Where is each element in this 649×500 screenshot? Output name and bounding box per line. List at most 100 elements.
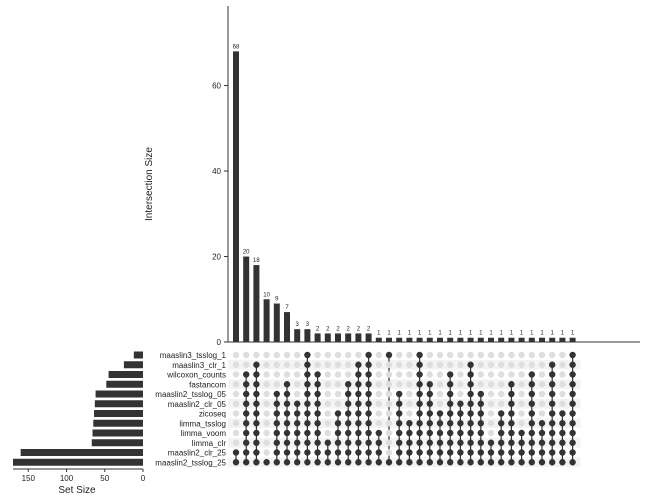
matrix-dot-filled [365,459,372,466]
matrix-dot-filled [436,429,444,437]
matrix-dot-filled [283,429,291,437]
intersection-bar-label: 1 [530,331,534,337]
intersection-bar-label: 1 [520,331,524,337]
matrix-dot-filled [365,351,372,359]
matrix-dot-filled [416,400,423,407]
matrix-dot-filled [426,439,433,446]
y-tick-label: 0 [217,338,222,347]
matrix-dot-filled [426,420,433,427]
intersection-bar [324,333,331,342]
matrix-dot-empty [334,381,342,388]
matrix-dot-filled [559,439,566,446]
matrix-dot-filled [355,400,362,407]
matrix-dot-empty [232,351,240,359]
matrix-dot-empty [538,381,546,388]
matrix-dot-filled [283,439,291,446]
matrix-dot-empty [263,361,270,368]
matrix-dot-empty [263,429,270,437]
matrix-dot-filled [436,439,444,446]
set-size-bar [108,371,143,378]
matrix-dot-filled [559,429,566,437]
intersection-bar-label: 1 [479,331,483,337]
matrix-dot-filled [559,420,566,427]
set-label: maaslin2_tsslog_25 [155,458,226,467]
intersection-bar-label: 1 [571,331,575,337]
set-size-bar [92,429,143,437]
matrix-dot-empty [334,390,342,398]
matrix-dot-filled [273,410,280,417]
intersection-bar-label: 1 [469,331,473,337]
intersection-bar [406,337,413,342]
intersection-bar-label: 3 [306,322,310,328]
matrix-dot-filled [283,410,291,417]
intersection-bar [243,256,250,342]
matrix-dot-empty [447,361,454,368]
matrix-dot-empty [426,351,433,359]
matrix-dot-empty [263,400,270,407]
matrix-dot-empty [487,381,495,388]
matrix-dot-empty [375,371,382,378]
matrix-dot-filled [518,439,525,446]
matrix-dot-filled [253,390,260,398]
matrix-dot-filled [314,410,321,417]
matrix-dot-filled [365,361,372,368]
intersection-bar [284,312,290,342]
intersection-bar-label: 2 [357,326,361,332]
matrix-dot-empty [498,371,505,378]
matrix-dot-filled [447,420,454,427]
matrix-dot-filled [457,410,464,417]
matrix-dot-filled [365,410,372,417]
matrix-dot-empty [385,400,393,407]
matrix-dot-filled [416,361,423,368]
matrix-dot-filled [569,351,576,359]
matrix-dot-filled [416,429,423,437]
matrix-dot-filled [396,390,403,398]
intersection-bar [437,337,443,342]
matrix-dot-empty [396,371,403,378]
matrix-dot-empty [263,439,270,446]
matrix-dot-empty [396,381,403,388]
intersection-bar [263,299,270,342]
matrix-dot-empty [436,400,444,407]
matrix-dot-filled [273,420,280,427]
matrix-dot-empty [396,351,403,359]
matrix-dot-filled [569,429,576,437]
y-tick-label: 40 [212,167,221,176]
matrix-dot-filled [314,381,321,388]
matrix-dot-filled [528,371,535,378]
matrix-dot-empty [263,351,270,359]
matrix-dot-empty [436,351,444,359]
matrix-dot-empty [406,361,413,368]
matrix-dot-filled [396,429,403,437]
intersection-bar [416,337,423,342]
matrix-dot-filled [508,449,515,456]
matrix-dot-filled [549,361,556,368]
matrix-dot-filled [273,459,280,466]
matrix-dot-filled [355,459,362,466]
set-size-bar [94,410,143,417]
matrix-dot-empty [406,410,413,417]
matrix-dot-filled [457,420,464,427]
matrix-dot-filled [508,420,515,427]
set-label: limma_voom [181,429,227,438]
matrix-dot-filled [304,390,311,398]
matrix-dot-filled [528,439,535,446]
matrix-dot-empty [232,439,240,446]
matrix-dot-empty [355,351,362,359]
matrix-dot-empty [314,351,321,359]
matrix-row-band [228,359,581,370]
matrix-dot-empty [324,390,331,398]
set-size-bar [94,400,143,408]
matrix-dot-filled [467,420,474,427]
matrix-dot-filled [243,390,250,398]
matrix-dot-empty [263,420,270,427]
matrix-dot-empty [324,400,331,407]
matrix-dot-filled [406,439,413,446]
intersection-bar [488,337,494,342]
matrix-dot-filled [426,400,433,407]
matrix-dot-filled [538,429,546,437]
matrix-dot-empty [406,371,413,378]
intersection-bar-label: 1 [500,331,504,337]
matrix-dot-empty [487,410,495,417]
intersection-bar [355,333,362,342]
